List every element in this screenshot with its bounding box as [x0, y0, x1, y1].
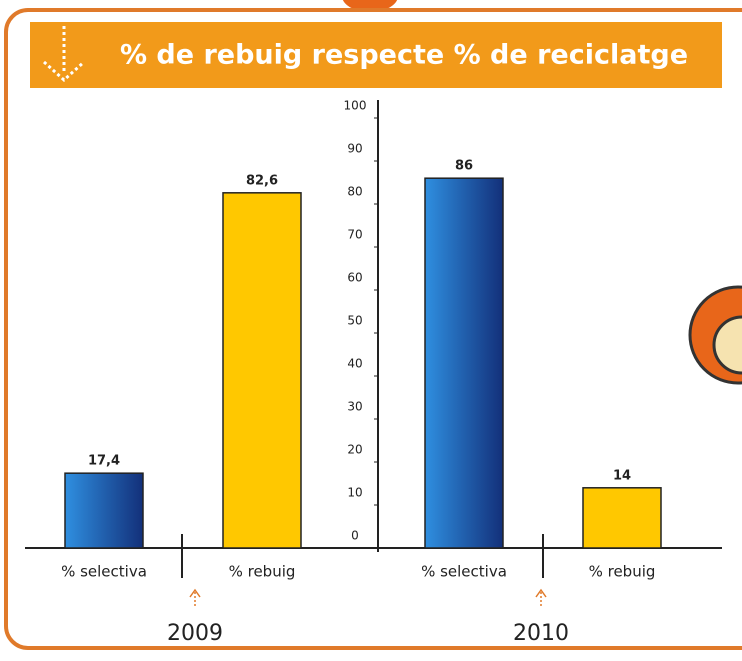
- bar: [425, 178, 503, 548]
- y-tick-label: 90: [347, 142, 362, 156]
- bar: [583, 488, 661, 548]
- value-label: 86: [455, 159, 473, 174]
- value-label: 82,6: [246, 173, 278, 188]
- y-tick-label: 80: [347, 185, 362, 199]
- y-tick-label: 50: [347, 314, 362, 328]
- chart: % de rebuig respecte % de reciclatge 0 10…: [0, 0, 742, 657]
- value-label: 17,4: [88, 454, 120, 469]
- y-tick-label: 20: [347, 443, 362, 457]
- group-label: 2009: [167, 621, 223, 646]
- x-tick-label: % selectiva: [421, 563, 507, 581]
- bar: [65, 473, 143, 548]
- y-tick-label: 100: [344, 99, 367, 113]
- x-tick-label: % rebuig: [229, 563, 296, 581]
- y-tick-label: 60: [347, 271, 362, 285]
- y-tick-label: 10: [347, 486, 362, 500]
- bar: [223, 193, 301, 548]
- y-tick-label: 40: [347, 357, 362, 371]
- y-tick-label: 70: [347, 228, 362, 242]
- x-tick-label: % selectiva: [61, 563, 147, 581]
- frame: [6, 10, 742, 648]
- group-label: 2010: [513, 621, 569, 646]
- chart-title: % de rebuig respecte % de reciclatge: [120, 40, 688, 71]
- x-tick-label: % rebuig: [589, 563, 656, 581]
- y-tick-label: 30: [347, 400, 362, 414]
- value-label: 14: [613, 468, 631, 483]
- y-tick-label: 0: [351, 529, 359, 543]
